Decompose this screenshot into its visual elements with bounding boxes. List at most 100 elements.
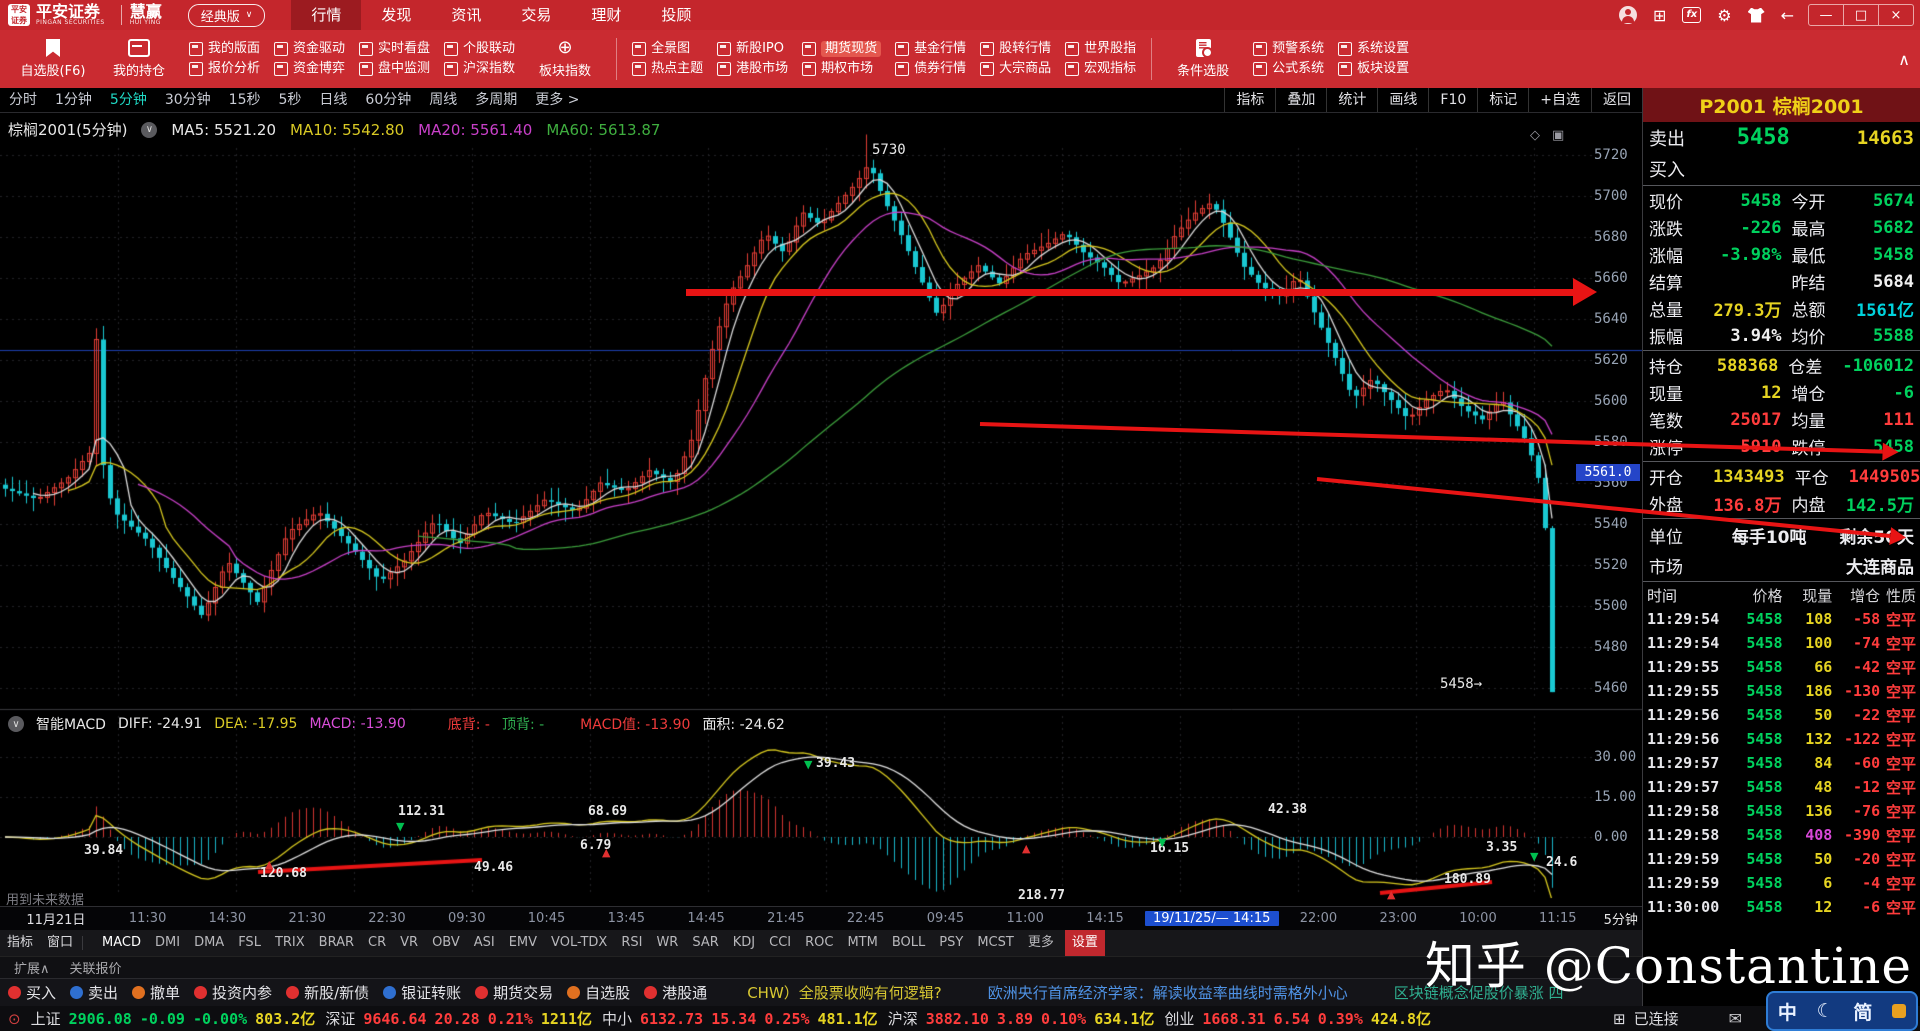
quickbar-新股/新债[interactable]: 新股/新债 (286, 982, 369, 1003)
period-tab-15秒[interactable]: 15秒 (228, 92, 261, 108)
indicator-tab-BOLL[interactable]: BOLL (891, 935, 926, 950)
toolbar-item-我的持仓[interactable]: 我的持仓 (96, 39, 182, 79)
indicator-tab-指标[interactable]: 指标 (7, 935, 34, 950)
period-tab-更多 >[interactable]: 更多 > (535, 92, 580, 108)
tool-统计[interactable]: 统计 (1326, 88, 1377, 112)
toolbar-item-沪深指数[interactable]: 沪深指数 (444, 61, 515, 77)
tool-指标[interactable]: 指标 (1224, 88, 1275, 112)
indicator-tab-PSY[interactable]: PSY (939, 935, 964, 950)
candlestick-chart-canvas[interactable] (0, 112, 1642, 906)
period-tab-5秒[interactable]: 5秒 (278, 92, 302, 108)
nav-tab-4[interactable]: 理财 (591, 6, 622, 24)
minimize-button[interactable]: — (1819, 7, 1833, 23)
indicator-tab-EMV[interactable]: EMV (508, 935, 538, 950)
user-avatar-icon[interactable] (1619, 6, 1638, 24)
indicator-tab-VOL-TDX[interactable]: VOL-TDX (551, 935, 608, 950)
toolbar-item-个股联动[interactable]: 个股联动 (444, 41, 515, 57)
indicator-tab-BRAR[interactable]: BRAR (318, 935, 355, 950)
indicator-tab-DMI[interactable]: DMI (155, 935, 181, 950)
quickbar-撤单[interactable]: 撤单 (132, 982, 180, 1003)
index-创业[interactable]: 创业 1668.31 6.54 0.39% 424.8亿 (1164, 1009, 1432, 1029)
tool-标记[interactable]: 标记 (1477, 88, 1528, 112)
toolbar-item-公式系统[interactable]: 公式系统 (1253, 61, 1324, 77)
indicator-tab-MTM[interactable]: MTM (847, 935, 878, 950)
toolbar-item-我的版面[interactable]: 我的版面 (189, 41, 260, 57)
period-tab-30分钟[interactable]: 30分钟 (164, 92, 211, 108)
indicator-tab-DMA[interactable]: DMA (194, 935, 225, 950)
apps-grid-icon[interactable]: ⊞ (1653, 5, 1667, 25)
toolbar-item-板块设置[interactable]: 板块设置 (1338, 61, 1409, 77)
toolbar-item-港股市场[interactable]: 港股市场 (717, 61, 788, 77)
toolbar-item-期权市场[interactable]: 期权市场 (802, 61, 881, 77)
nav-tab-1[interactable]: 发现 (381, 6, 412, 24)
gear-icon[interactable]: ⚙ (1717, 5, 1732, 25)
tab-expand[interactable]: 扩展∧ (14, 962, 50, 977)
tool-叠加[interactable]: 叠加 (1275, 88, 1326, 112)
index-中小[interactable]: 中小 6132.73 15.34 0.25% 481.1亿 (601, 1009, 878, 1029)
toolbar-item-资金博弈[interactable]: 资金博弈 (274, 61, 345, 77)
ime-simplified-icon[interactable]: 简 (1853, 1001, 1873, 1024)
period-tab-5分钟[interactable]: 5分钟 (109, 92, 147, 108)
toolbar-item-股转行情[interactable]: 股转行情 (980, 41, 1051, 57)
toolbar-item-盘中监测[interactable]: 盘中监测 (359, 61, 430, 77)
toolbar-item-基金行情[interactable]: 基金行情 (895, 41, 966, 57)
ime-menu-icon[interactable] (1892, 1004, 1907, 1018)
toolbar-item-债券行情[interactable]: 债券行情 (895, 61, 966, 77)
quickbar-自选股[interactable]: 自选股 (567, 982, 630, 1003)
period-tab-1分钟[interactable]: 1分钟 (55, 92, 92, 108)
tool-+自选[interactable]: +自选 (1528, 88, 1591, 112)
ime-moon-icon[interactable]: ☾ (1816, 1000, 1834, 1022)
index-沪深[interactable]: 沪深 3882.10 3.89 0.10% 634.1亿 (887, 1009, 1155, 1029)
quickbar-卖出[interactable]: 卖出 (70, 982, 118, 1003)
nav-tab-0[interactable]: 行情 (291, 0, 362, 30)
ime-chinese-icon[interactable]: 中 (1777, 1001, 1797, 1024)
indicator-tab-OBV[interactable]: OBV (432, 935, 460, 950)
indicator-tab-ASI[interactable]: ASI (473, 935, 495, 950)
ime-toolbar[interactable]: 中 ☾ 简 (1766, 991, 1918, 1031)
panel-toggle-icon[interactable]: ▣ (1552, 128, 1565, 143)
tool-F10[interactable]: F10 (1428, 88, 1477, 112)
toolbar-item-条件选股[interactable]: 条件选股 (1160, 38, 1246, 79)
indicator-tab-RSI[interactable]: RSI (621, 935, 643, 950)
maximize-button[interactable]: □ (1843, 5, 1878, 25)
period-tab-日线[interactable]: 日线 (319, 92, 348, 108)
tool-返回[interactable]: 返回 (1591, 88, 1642, 112)
indicator-tab-窗口[interactable]: 窗口 (47, 935, 74, 950)
indicator-tab-SAR[interactable]: SAR (692, 935, 719, 950)
quickbar-期货交易[interactable]: 期货交易 (475, 982, 553, 1003)
nav-tab-5[interactable]: 投顾 (661, 6, 692, 24)
indicator-tab-设置[interactable]: 设置 (1064, 930, 1105, 956)
index-深证[interactable]: 深证 9646.64 20.28 0.21% 1211亿 (325, 1009, 592, 1029)
period-tab-60分钟[interactable]: 60分钟 (365, 92, 412, 108)
toolbar-item-资金驱动[interactable]: 资金驱动 (274, 41, 345, 57)
indicator-tab-VR[interactable]: VR (400, 935, 419, 950)
indicator-tab-FSL[interactable]: FSL (238, 935, 261, 950)
indicator-tab-CR[interactable]: CR (368, 935, 387, 950)
toolbar-item-系统设置[interactable]: 系统设置 (1338, 41, 1409, 57)
toolbar-item-全景图[interactable]: 全景图 (632, 41, 703, 57)
period-tab-周线[interactable]: 周线 (429, 92, 458, 108)
diamond-marker-icon[interactable]: ◇ (1530, 128, 1540, 143)
news-headline-2[interactable]: 区块链概念促股价暴涨 四 (1393, 984, 1564, 1002)
indicator-tab-ROC[interactable]: ROC (805, 935, 834, 950)
period-tab-多周期[interactable]: 多周期 (475, 92, 518, 108)
nav-tab-2[interactable]: 资讯 (451, 6, 482, 24)
indicator-tab-TRIX[interactable]: TRIX (274, 935, 305, 950)
version-dropdown[interactable]: 经典版 ∨ (187, 3, 266, 27)
toolbar-item-板块指数[interactable]: ⊕ 板块指数 (539, 37, 592, 80)
indicator-tab-KDJ[interactable]: KDJ (732, 935, 756, 950)
chevron-down-icon[interactable]: ∨ (141, 121, 158, 138)
indicator-tab-CCI[interactable]: CCI (769, 935, 792, 950)
toolbar-item-实时看盘[interactable]: 实时看盘 (359, 41, 430, 57)
toolbar-item-预警系统[interactable]: 预警系统 (1253, 41, 1324, 57)
period-tab-分时[interactable]: 分时 (9, 92, 37, 108)
close-button[interactable]: × (1878, 5, 1913, 25)
indicator-tab-WR[interactable]: WR (656, 935, 679, 950)
toolbar-item-大宗商品[interactable]: 大宗商品 (980, 61, 1051, 77)
news-headline-1[interactable]: 欧洲央行首席经济学家：解读收益率曲线时需格外小心 (987, 984, 1348, 1002)
toolbar-item-世界股指[interactable]: 世界股指 (1065, 41, 1136, 57)
skin-theme-icon[interactable] (1747, 7, 1765, 23)
toolbar-item-自选股(F6)[interactable]: 自选股(F6) (10, 39, 96, 79)
toolbar-item-热点主题[interactable]: 热点主题 (632, 61, 703, 77)
toolbar-item-期货现货[interactable]: 期货现货 (802, 41, 882, 57)
